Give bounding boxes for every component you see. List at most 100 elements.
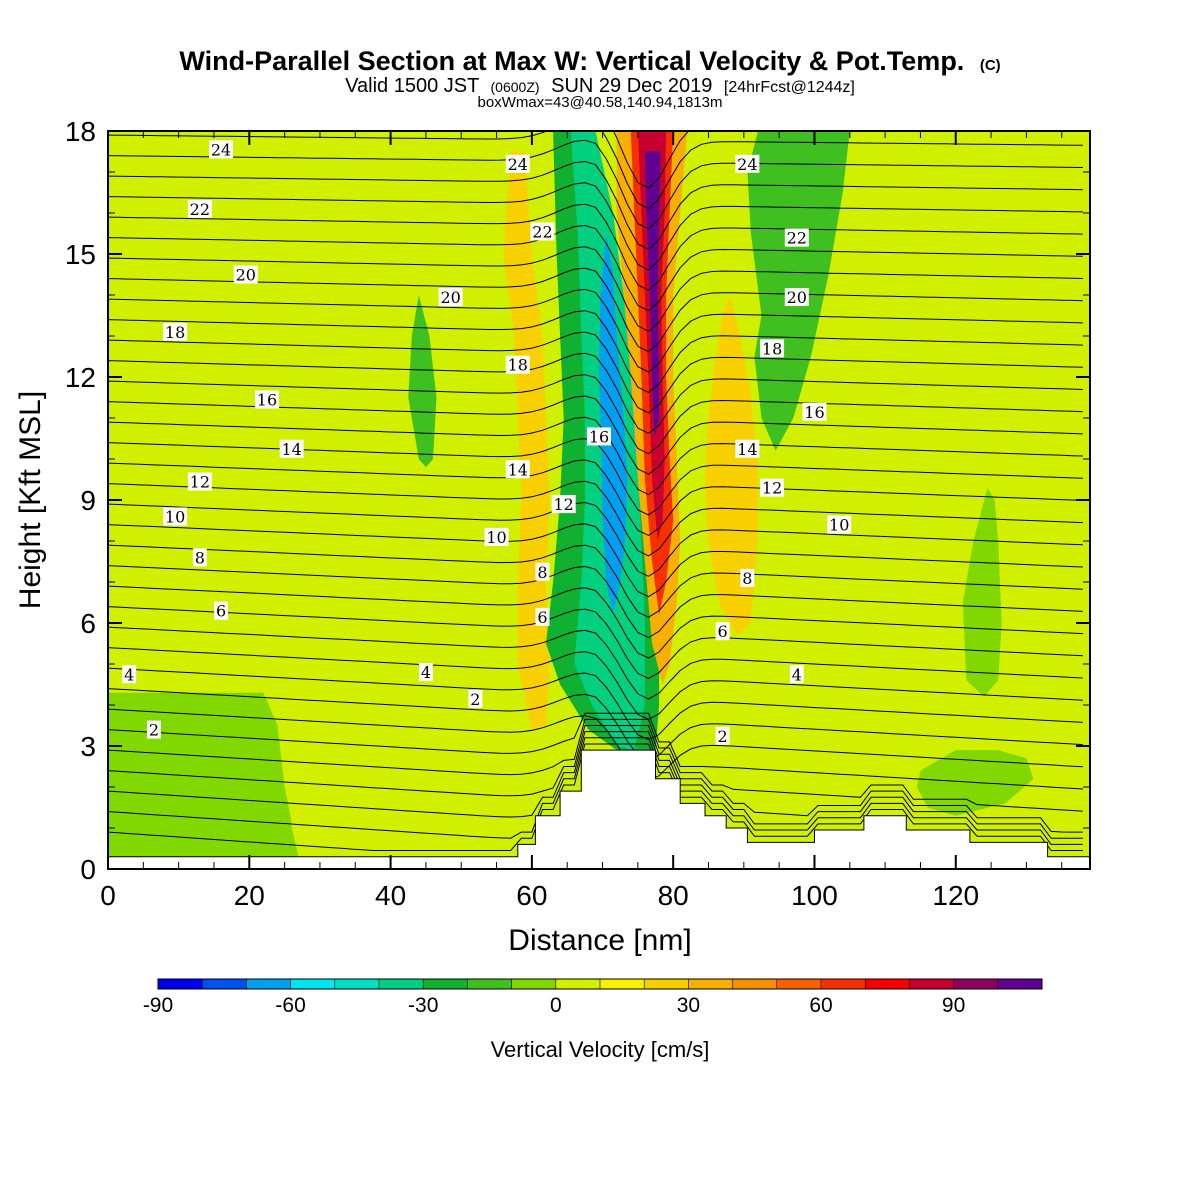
- isentrope-label-text: 8: [195, 548, 205, 567]
- isentrope-label: 4: [789, 665, 804, 684]
- isentrope-label-text: 12: [553, 495, 573, 514]
- colorbar-swatch: [644, 979, 689, 989]
- isentrope-line: [108, 331, 1083, 414]
- isentrope-label-text: 24: [737, 155, 757, 174]
- isentrope-label-box: [187, 199, 212, 218]
- isentrope-label: 6: [214, 601, 229, 621]
- subtitle-forecast: [24hrFcst@1244z]: [724, 79, 855, 96]
- colorbar-tick-label: -90: [143, 994, 173, 1017]
- y-tick-label: 9: [80, 485, 96, 516]
- isentrope-line: [108, 731, 1083, 839]
- isentrope-line: [108, 160, 1083, 251]
- isentrope-label-text: 24: [508, 155, 528, 174]
- isentrope-label: 6: [715, 622, 730, 641]
- colorbar-swatch: [379, 979, 424, 989]
- colorbar-swatch: [600, 979, 645, 989]
- isentrope-label: 2: [468, 689, 483, 709]
- svg-text:Valid 1500 JST (0600Z): Valid 1500 JST (0600Z) SUN 29 Dec 2019 […: [345, 75, 855, 97]
- y-tick-label: 15: [65, 239, 96, 270]
- isentrope-label-text: 10: [165, 507, 185, 526]
- isentrope-label: 20: [438, 288, 463, 307]
- isentrope-label: 12: [760, 478, 785, 498]
- isentrope-label: 10: [163, 507, 188, 526]
- isentrope-label-box: [279, 439, 304, 458]
- isentrope-label: 16: [254, 390, 279, 410]
- colorbar-swatch: [158, 979, 203, 989]
- isentrope-label-text: 2: [470, 690, 480, 709]
- isentrope-label-text: 14: [737, 440, 757, 459]
- colorbar-swatch: [334, 979, 380, 989]
- isentrope-label-box: [827, 515, 852, 534]
- colorbar-tick-label: -30: [408, 994, 438, 1017]
- isentrope-label-box: [163, 322, 188, 341]
- chart-title-mark: (C): [980, 57, 1001, 74]
- isentrope-label: 4: [418, 663, 433, 682]
- isentrope-label-box: [505, 355, 530, 374]
- x-tick-label: 40: [375, 880, 406, 911]
- isentrope-line: [108, 606, 1083, 679]
- isentrope-label-text: 18: [762, 339, 782, 358]
- isentrope-label-text: 2: [718, 727, 728, 746]
- isentrope-label: 18: [163, 322, 188, 342]
- isentrope-label-box: [530, 222, 555, 241]
- colorbar-swatch: [555, 979, 601, 989]
- isentrope-label-box: [254, 390, 279, 409]
- isentrope-label-text: 10: [829, 516, 849, 535]
- colorbar-swatch: [423, 979, 468, 989]
- isentrope-label-text: 22: [787, 229, 807, 248]
- isentrope-label-box: [214, 601, 229, 620]
- isentrope-label-box: [122, 665, 137, 684]
- colorbar-swatch: [511, 979, 557, 989]
- isentrope-label-text: 4: [124, 665, 134, 684]
- colorbar-swatch: [290, 979, 336, 989]
- isentrope-line: [108, 310, 1083, 393]
- isentrope-label-box: [802, 402, 827, 421]
- x-tick-label: 0: [100, 880, 116, 911]
- isentrope-label: 24: [505, 154, 530, 174]
- subtitle-utc: (0600Z): [491, 79, 540, 95]
- x-axis-label: Distance [nm]: [508, 924, 691, 957]
- isentrope-label: 18: [760, 339, 785, 358]
- isentrope-label-text: 20: [440, 288, 460, 307]
- isentrope-line: [108, 374, 1083, 455]
- isentrope-label-text: 20: [787, 288, 807, 307]
- colorbar-swatch: [467, 979, 513, 989]
- isentrope-line: [108, 708, 1083, 782]
- colorbar-swatch: [865, 979, 910, 989]
- isentrope-line: [108, 544, 1083, 618]
- isentrope-label: 10: [827, 515, 852, 535]
- colorbar-swatch: [909, 979, 955, 989]
- isentrope-label-text: 4: [792, 665, 802, 684]
- colorbar-tick-label: 30: [677, 994, 700, 1017]
- isentrope-label: 14: [505, 460, 530, 479]
- isentrope-label-text: 14: [282, 440, 302, 459]
- x-tick-label: 100: [791, 880, 838, 911]
- colorbar-tick-label: 60: [809, 994, 832, 1017]
- isentrope-label-text: 12: [190, 473, 210, 492]
- colorbar-swatch: [732, 979, 778, 989]
- y-tick-label: 12: [65, 362, 96, 393]
- isentrope-label-box: [740, 568, 755, 587]
- colorbar-swatch: [776, 979, 822, 989]
- isentrope-label-box: [715, 726, 730, 745]
- isentrope-label-box: [233, 265, 258, 284]
- subtitle-box-wmax: boxWmax=43@40.58,140.94,1813m: [478, 94, 723, 111]
- isentrope-label: 12: [551, 495, 576, 514]
- isentrope-label-box: [468, 689, 483, 708]
- isentrope-label-text: 16: [804, 403, 824, 422]
- isentrope-label: 10: [484, 527, 509, 547]
- w-region-leading-edge-yellow: [503, 151, 550, 730]
- isentrope-line: [108, 288, 1083, 373]
- isentrope-label-box: [438, 288, 463, 307]
- isentrope-label: 6: [535, 607, 550, 627]
- isentrope-label: 4: [122, 665, 137, 684]
- isentrope-label: 16: [802, 402, 827, 422]
- isentrope-label-box: [760, 339, 785, 358]
- isentrope-line: [108, 737, 1083, 845]
- colorbar-tick-label: 90: [942, 994, 965, 1017]
- isentrope-label-text: 6: [718, 622, 728, 641]
- subtitle-valid: Valid 1500 JST: [345, 75, 479, 97]
- isentrope-label-box: [784, 288, 809, 307]
- isentrope-line: [108, 459, 1083, 536]
